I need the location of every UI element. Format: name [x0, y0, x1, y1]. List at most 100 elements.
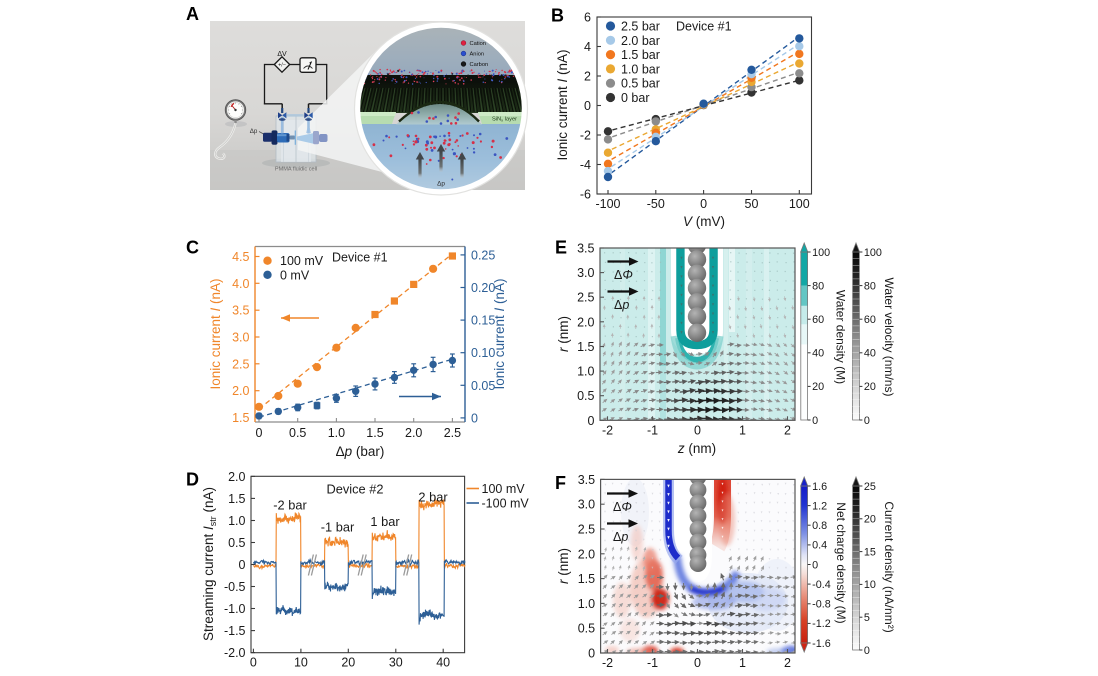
- svg-text:1.0: 1.0: [328, 426, 345, 440]
- svg-text:100 mV: 100 mV: [482, 482, 526, 496]
- svg-text:Δp: Δp: [613, 530, 628, 544]
- svg-text:3.0: 3.0: [578, 498, 595, 512]
- svg-text:3.5: 3.5: [577, 242, 594, 256]
- svg-text:2: 2: [784, 656, 791, 670]
- svg-text:-2: -2: [580, 129, 591, 143]
- svg-text:Device #1: Device #1: [676, 20, 732, 34]
- svg-text:-0.8: -0.8: [812, 599, 831, 611]
- svg-text:Δp (bar): Δp (bar): [336, 444, 385, 459]
- svg-text:25: 25: [864, 481, 876, 493]
- svg-text:3.5: 3.5: [578, 473, 595, 487]
- svg-text:3.0: 3.0: [577, 266, 594, 280]
- svg-text:-1 bar: -1 bar: [321, 520, 355, 535]
- svg-text:0: 0: [588, 647, 595, 661]
- svg-text:80: 80: [864, 280, 876, 292]
- svg-text:Current density (nA/nm²): Current density (nA/nm²): [882, 501, 896, 632]
- svg-text:60: 60: [864, 314, 876, 326]
- svg-text:-2.0: -2.0: [224, 646, 246, 660]
- svg-text:1.5: 1.5: [578, 572, 595, 586]
- svg-text:0.4: 0.4: [812, 540, 827, 552]
- svg-text:Ionic current I (nA): Ionic current I (nA): [492, 278, 507, 389]
- svg-text:20: 20: [864, 514, 876, 526]
- svg-text:0.5 bar: 0.5 bar: [621, 77, 660, 91]
- svg-text:2: 2: [584, 70, 591, 84]
- svg-text:-50: -50: [647, 197, 665, 211]
- svg-text:40: 40: [436, 656, 450, 670]
- svg-text:0.5: 0.5: [289, 426, 306, 440]
- svg-text:Device #2: Device #2: [327, 482, 384, 497]
- svg-text:2.0: 2.0: [578, 547, 595, 561]
- svg-text:20: 20: [864, 381, 876, 393]
- svg-text:0: 0: [584, 99, 591, 113]
- svg-text:0: 0: [256, 426, 263, 440]
- svg-text:20: 20: [812, 381, 824, 393]
- svg-text:-2 bar: -2 bar: [273, 498, 307, 513]
- svg-text:0: 0: [812, 415, 818, 427]
- svg-text:0: 0: [864, 645, 870, 657]
- svg-text:-1.6: -1.6: [812, 638, 831, 650]
- svg-text:-1: -1: [647, 656, 658, 670]
- svg-text:100: 100: [789, 197, 810, 211]
- svg-text:0.25: 0.25: [471, 248, 495, 262]
- svg-text:100: 100: [812, 247, 830, 259]
- svg-text:Device #1: Device #1: [332, 251, 388, 265]
- svg-text:B: B: [551, 6, 564, 26]
- svg-text:0: 0: [700, 197, 707, 211]
- svg-text:1 bar: 1 bar: [370, 514, 400, 529]
- svg-text:50: 50: [745, 197, 759, 211]
- svg-text:0 mV: 0 mV: [280, 268, 310, 282]
- svg-text:0: 0: [250, 656, 257, 670]
- svg-text:Carbon: Carbon: [470, 62, 489, 68]
- svg-text:Ionic current I (nA): Ionic current I (nA): [208, 278, 223, 389]
- svg-text:2.5 bar: 2.5 bar: [621, 20, 660, 34]
- svg-text:-2: -2: [602, 424, 613, 438]
- svg-text:1.0: 1.0: [577, 365, 594, 379]
- svg-text:A: A: [186, 4, 199, 24]
- svg-text:1.6: 1.6: [812, 481, 827, 493]
- svg-text:-6: -6: [580, 188, 591, 202]
- svg-text:1.2: 1.2: [812, 500, 827, 512]
- svg-text:F: F: [555, 473, 566, 493]
- svg-text:Net charge density (M): Net charge density (M): [834, 502, 848, 623]
- svg-text:40: 40: [864, 348, 876, 360]
- svg-text:Anion: Anion: [470, 51, 485, 57]
- svg-text:-100 mV: -100 mV: [482, 497, 530, 511]
- svg-text:0: 0: [694, 656, 701, 670]
- svg-text:Cation: Cation: [470, 41, 486, 47]
- svg-text:0: 0: [471, 411, 478, 425]
- svg-text:1.0 bar: 1.0 bar: [621, 62, 660, 76]
- svg-text:6: 6: [584, 11, 591, 25]
- svg-text:20: 20: [341, 656, 355, 670]
- svg-text:Streaming current Istr (nA): Streaming current Istr (nA): [201, 487, 218, 641]
- svg-text:Water density (M): Water density (M): [834, 290, 848, 384]
- svg-text:r (nm): r (nm): [556, 548, 571, 584]
- svg-text:100 mV: 100 mV: [280, 254, 324, 268]
- svg-text:-1.5: -1.5: [224, 624, 246, 638]
- svg-text:40: 40: [812, 348, 824, 360]
- svg-text:0.5: 0.5: [228, 536, 245, 550]
- svg-text:5: 5: [864, 612, 870, 624]
- svg-text:15: 15: [864, 546, 876, 558]
- svg-text:V (mV): V (mV): [683, 214, 725, 229]
- svg-text:0: 0: [694, 424, 701, 438]
- svg-text:4.0: 4.0: [232, 277, 249, 291]
- svg-text:-4: -4: [580, 158, 591, 172]
- svg-text:4.5: 4.5: [232, 250, 249, 264]
- svg-text:-100: -100: [595, 197, 620, 211]
- svg-text:-2: -2: [602, 656, 613, 670]
- svg-text:z (nm): z (nm): [677, 441, 716, 456]
- svg-text:0.5: 0.5: [578, 622, 595, 636]
- svg-text:PMMA fluidic cell: PMMA fluidic cell: [275, 167, 317, 173]
- svg-text:2.0: 2.0: [232, 384, 249, 398]
- svg-text:3.0: 3.0: [232, 331, 249, 345]
- svg-text:2.0: 2.0: [577, 315, 594, 329]
- svg-text:1.0: 1.0: [228, 514, 245, 528]
- svg-text:SiNx layer: SiNx layer: [492, 117, 517, 123]
- svg-text:-0.5: -0.5: [224, 580, 246, 594]
- svg-text:100: 100: [864, 247, 882, 259]
- svg-text:0: 0: [239, 558, 246, 572]
- svg-text:80: 80: [812, 280, 824, 292]
- svg-text:2.5: 2.5: [232, 357, 249, 371]
- svg-text:1.5: 1.5: [228, 492, 245, 506]
- svg-text:r (nm): r (nm): [556, 316, 571, 352]
